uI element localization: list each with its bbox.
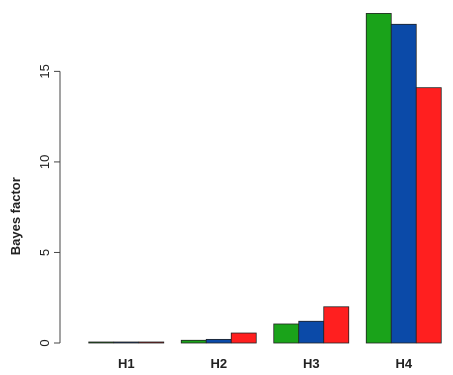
x-tick-label: H3 [303, 356, 320, 371]
bar-h2-series-1 [180, 339, 207, 344]
bar-h4-series-2 [390, 23, 417, 344]
bars-group [88, 13, 442, 344]
bar-h2-series-2 [205, 338, 232, 344]
bar-h3-series-1 [273, 323, 300, 344]
y-tick-label: 15 [37, 64, 52, 78]
y-axis: 0 5 10 15 [37, 64, 61, 347]
bar-h1-series-2 [113, 341, 140, 344]
y-tick-label: 5 [37, 249, 52, 256]
x-tick-label: H1 [118, 356, 135, 371]
bar-h1-series-3 [138, 341, 165, 344]
bar-h3-series-2 [298, 320, 325, 344]
x-tick-label: H4 [395, 356, 412, 371]
x-axis-labels: H1 H2 H3 H4 [118, 356, 413, 371]
y-axis-title: Bayes factor [8, 177, 23, 255]
bar-h1-series-1 [88, 341, 115, 344]
bar-h2-series-3 [230, 332, 257, 344]
bar-h3-series-3 [323, 306, 350, 344]
bar-h4-series-3 [415, 87, 442, 344]
y-tick-label: 10 [37, 155, 52, 169]
y-tick-label: 0 [37, 339, 52, 346]
bar-h4-series-1 [365, 13, 392, 344]
x-tick-label: H2 [210, 356, 227, 371]
